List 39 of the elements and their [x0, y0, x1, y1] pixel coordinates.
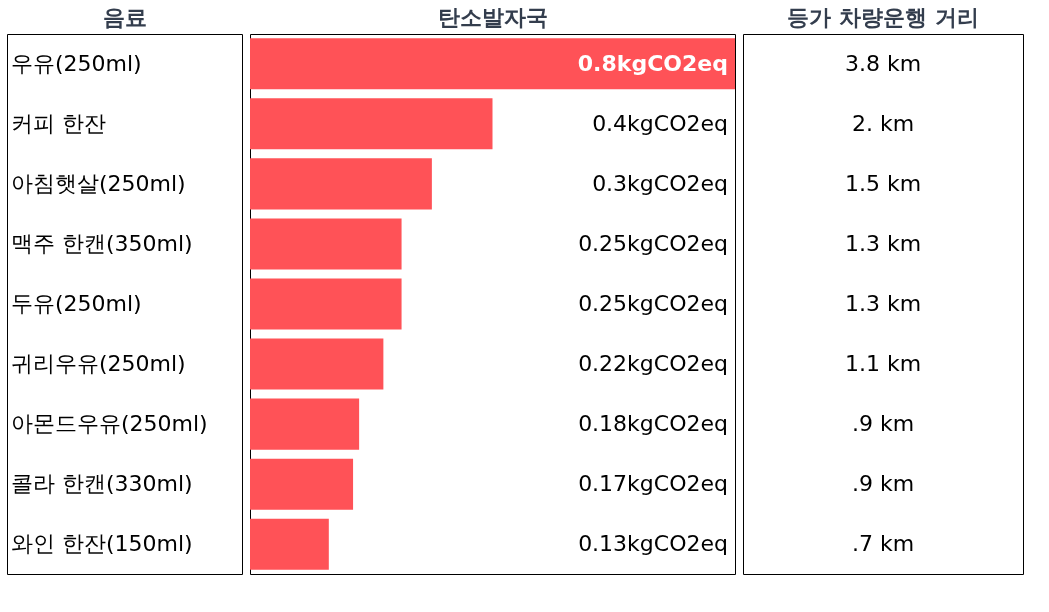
y-axis-title: 음료: [102, 5, 147, 30]
bar: [250, 338, 384, 390]
bar: [250, 158, 432, 210]
y-tick-label: 콜라 한캔(330ml): [11, 471, 193, 496]
text: 3.8 km: [844, 51, 922, 76]
bar: [250, 38, 735, 90]
data-label: 0.3kgCO2eq: [592, 170, 728, 196]
text: .9 km: [851, 411, 915, 436]
x-axis-title: 탄소발자국: [437, 5, 548, 30]
bar: [250, 458, 354, 510]
y-tick-label: 우유(250ml): [11, 51, 142, 76]
y-tick-label: 아몬드우유(250ml): [11, 411, 208, 436]
data-label: 0.8kgCO2eq: [577, 50, 728, 76]
data-label: 0.22kgCO2eq: [578, 351, 728, 377]
bar: [250, 278, 402, 330]
text: 2. km: [851, 111, 915, 136]
text: 1.1 km: [844, 351, 922, 376]
y-tick-label: 와인 한잔(150ml): [11, 531, 193, 556]
data-label: 0.4kgCO2eq: [592, 110, 728, 136]
y-tick-label: 맥주 한캔(350ml): [11, 231, 193, 256]
bar: [250, 98, 493, 150]
text: .9 km: [851, 471, 915, 496]
y-tick-label: 커피 한잔: [11, 111, 106, 136]
data-label: 0.18kgCO2eq: [578, 411, 728, 437]
y-tick-label: 아침햇살(250ml): [11, 171, 186, 196]
bar: [250, 398, 360, 450]
data-label: 0.25kgCO2eq: [578, 230, 728, 256]
bar: [250, 218, 402, 270]
y-tick-label: 두유(250ml): [11, 291, 142, 316]
text: 등가 차량운행 거리: [787, 5, 979, 30]
data-label: 0.13kgCO2eq: [578, 531, 728, 557]
y-tick-label: 귀리우유(250ml): [11, 351, 186, 376]
text: 1.3 km: [844, 291, 922, 316]
text: 1.5 km: [844, 171, 922, 196]
bar: [250, 518, 329, 570]
text: .7 km: [851, 531, 915, 556]
text: 1.3 km: [844, 231, 922, 256]
data-label: 0.25kgCO2eq: [578, 291, 728, 316]
data-label: 0.17kgCO2eq: [578, 471, 728, 497]
